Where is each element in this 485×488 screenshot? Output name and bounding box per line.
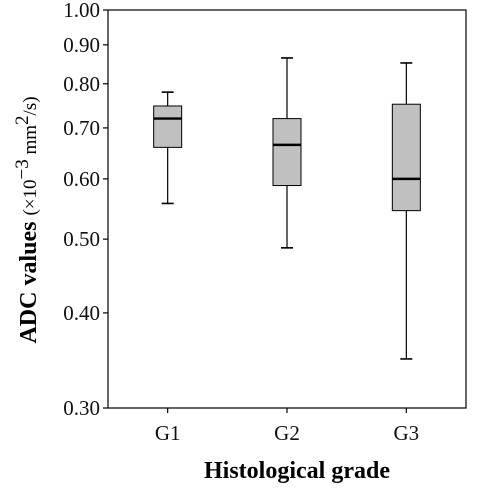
y-tick-label: 0.30: [63, 396, 100, 420]
boxes: [153, 57, 421, 360]
x-axis-label: Histological grade: [204, 458, 390, 484]
y-axis: 1.00 0.90 0.80 0.70 0.60 0.50 0.40 0.30: [63, 0, 108, 420]
y-tick-label: 0.70: [63, 116, 100, 140]
y-axis-label-unit-suffix: /s): [20, 96, 41, 115]
x-tick-label: G2: [274, 421, 300, 445]
y-axis-label-unit-exp: −3: [12, 159, 33, 179]
x-tick-label: G1: [155, 421, 181, 445]
x-axis: G1 G2 G3: [155, 408, 419, 445]
y-tick-label: 0.40: [63, 301, 100, 325]
y-tick-label: 0.90: [63, 33, 100, 57]
y-axis-label-unit-mid: mm: [20, 125, 41, 160]
y-tick-label: 1.00: [63, 0, 100, 22]
box-g3: [391, 62, 421, 360]
box-iqr: [272, 118, 302, 187]
box-g2: [272, 57, 302, 249]
y-axis-label-unit-prefix: (×10: [20, 179, 41, 215]
x-tick-label: G3: [393, 421, 419, 445]
box-g1: [153, 91, 183, 205]
y-tick-label: 0.80: [63, 72, 100, 96]
y-axis-label-unit-exp2: 2: [12, 115, 33, 125]
y-tick-label: 0.50: [63, 227, 100, 251]
y-axis-label: ADC values (×10−3 mm2/s): [12, 96, 42, 343]
box-iqr: [391, 103, 421, 212]
y-axis-label-title: ADC values: [16, 222, 42, 344]
y-tick-label: 0.60: [63, 167, 100, 191]
box-iqr: [153, 105, 183, 148]
